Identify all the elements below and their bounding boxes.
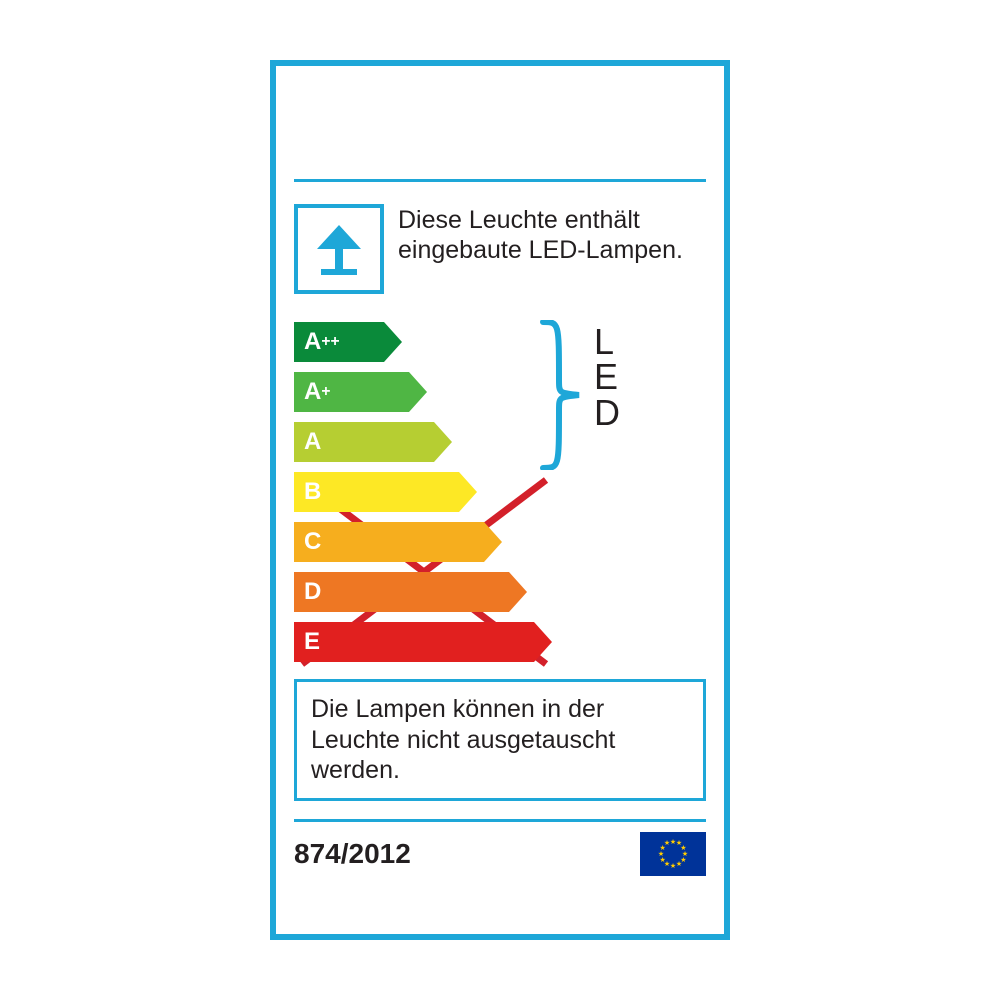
- energy-class-C: C: [294, 522, 502, 562]
- info-text: Diese Leuchte enthält eingebaute LED-Lam…: [398, 204, 706, 265]
- footer-row: 874/2012 ★★★★★★★★★★★★: [294, 819, 706, 876]
- energy-chart: LED A++ A+ ABCDE: [294, 322, 706, 667]
- eu-flag-icon: ★★★★★★★★★★★★: [640, 832, 706, 876]
- info-row: Diese Leuchte enthält eingebaute LED-Lam…: [294, 204, 706, 294]
- header-spacer: [294, 84, 706, 182]
- lamp-icon: [309, 219, 369, 279]
- regulation-number: 874/2012: [294, 838, 411, 870]
- energy-class-B: B: [294, 472, 477, 512]
- lamp-icon-box: [294, 204, 384, 294]
- energy-class-E: E: [294, 622, 552, 662]
- note-box: Die Lampen können in der Leuchte nicht a…: [294, 679, 706, 801]
- led-label: LED: [594, 324, 620, 430]
- energy-class-A: A: [294, 422, 452, 462]
- led-brace: [539, 320, 587, 470]
- energy-class-A+: A+: [294, 372, 427, 412]
- energy-class-D: D: [294, 572, 527, 612]
- energy-class-A++: A++: [294, 322, 402, 362]
- energy-label: Diese Leuchte enthält eingebaute LED-Lam…: [270, 60, 730, 940]
